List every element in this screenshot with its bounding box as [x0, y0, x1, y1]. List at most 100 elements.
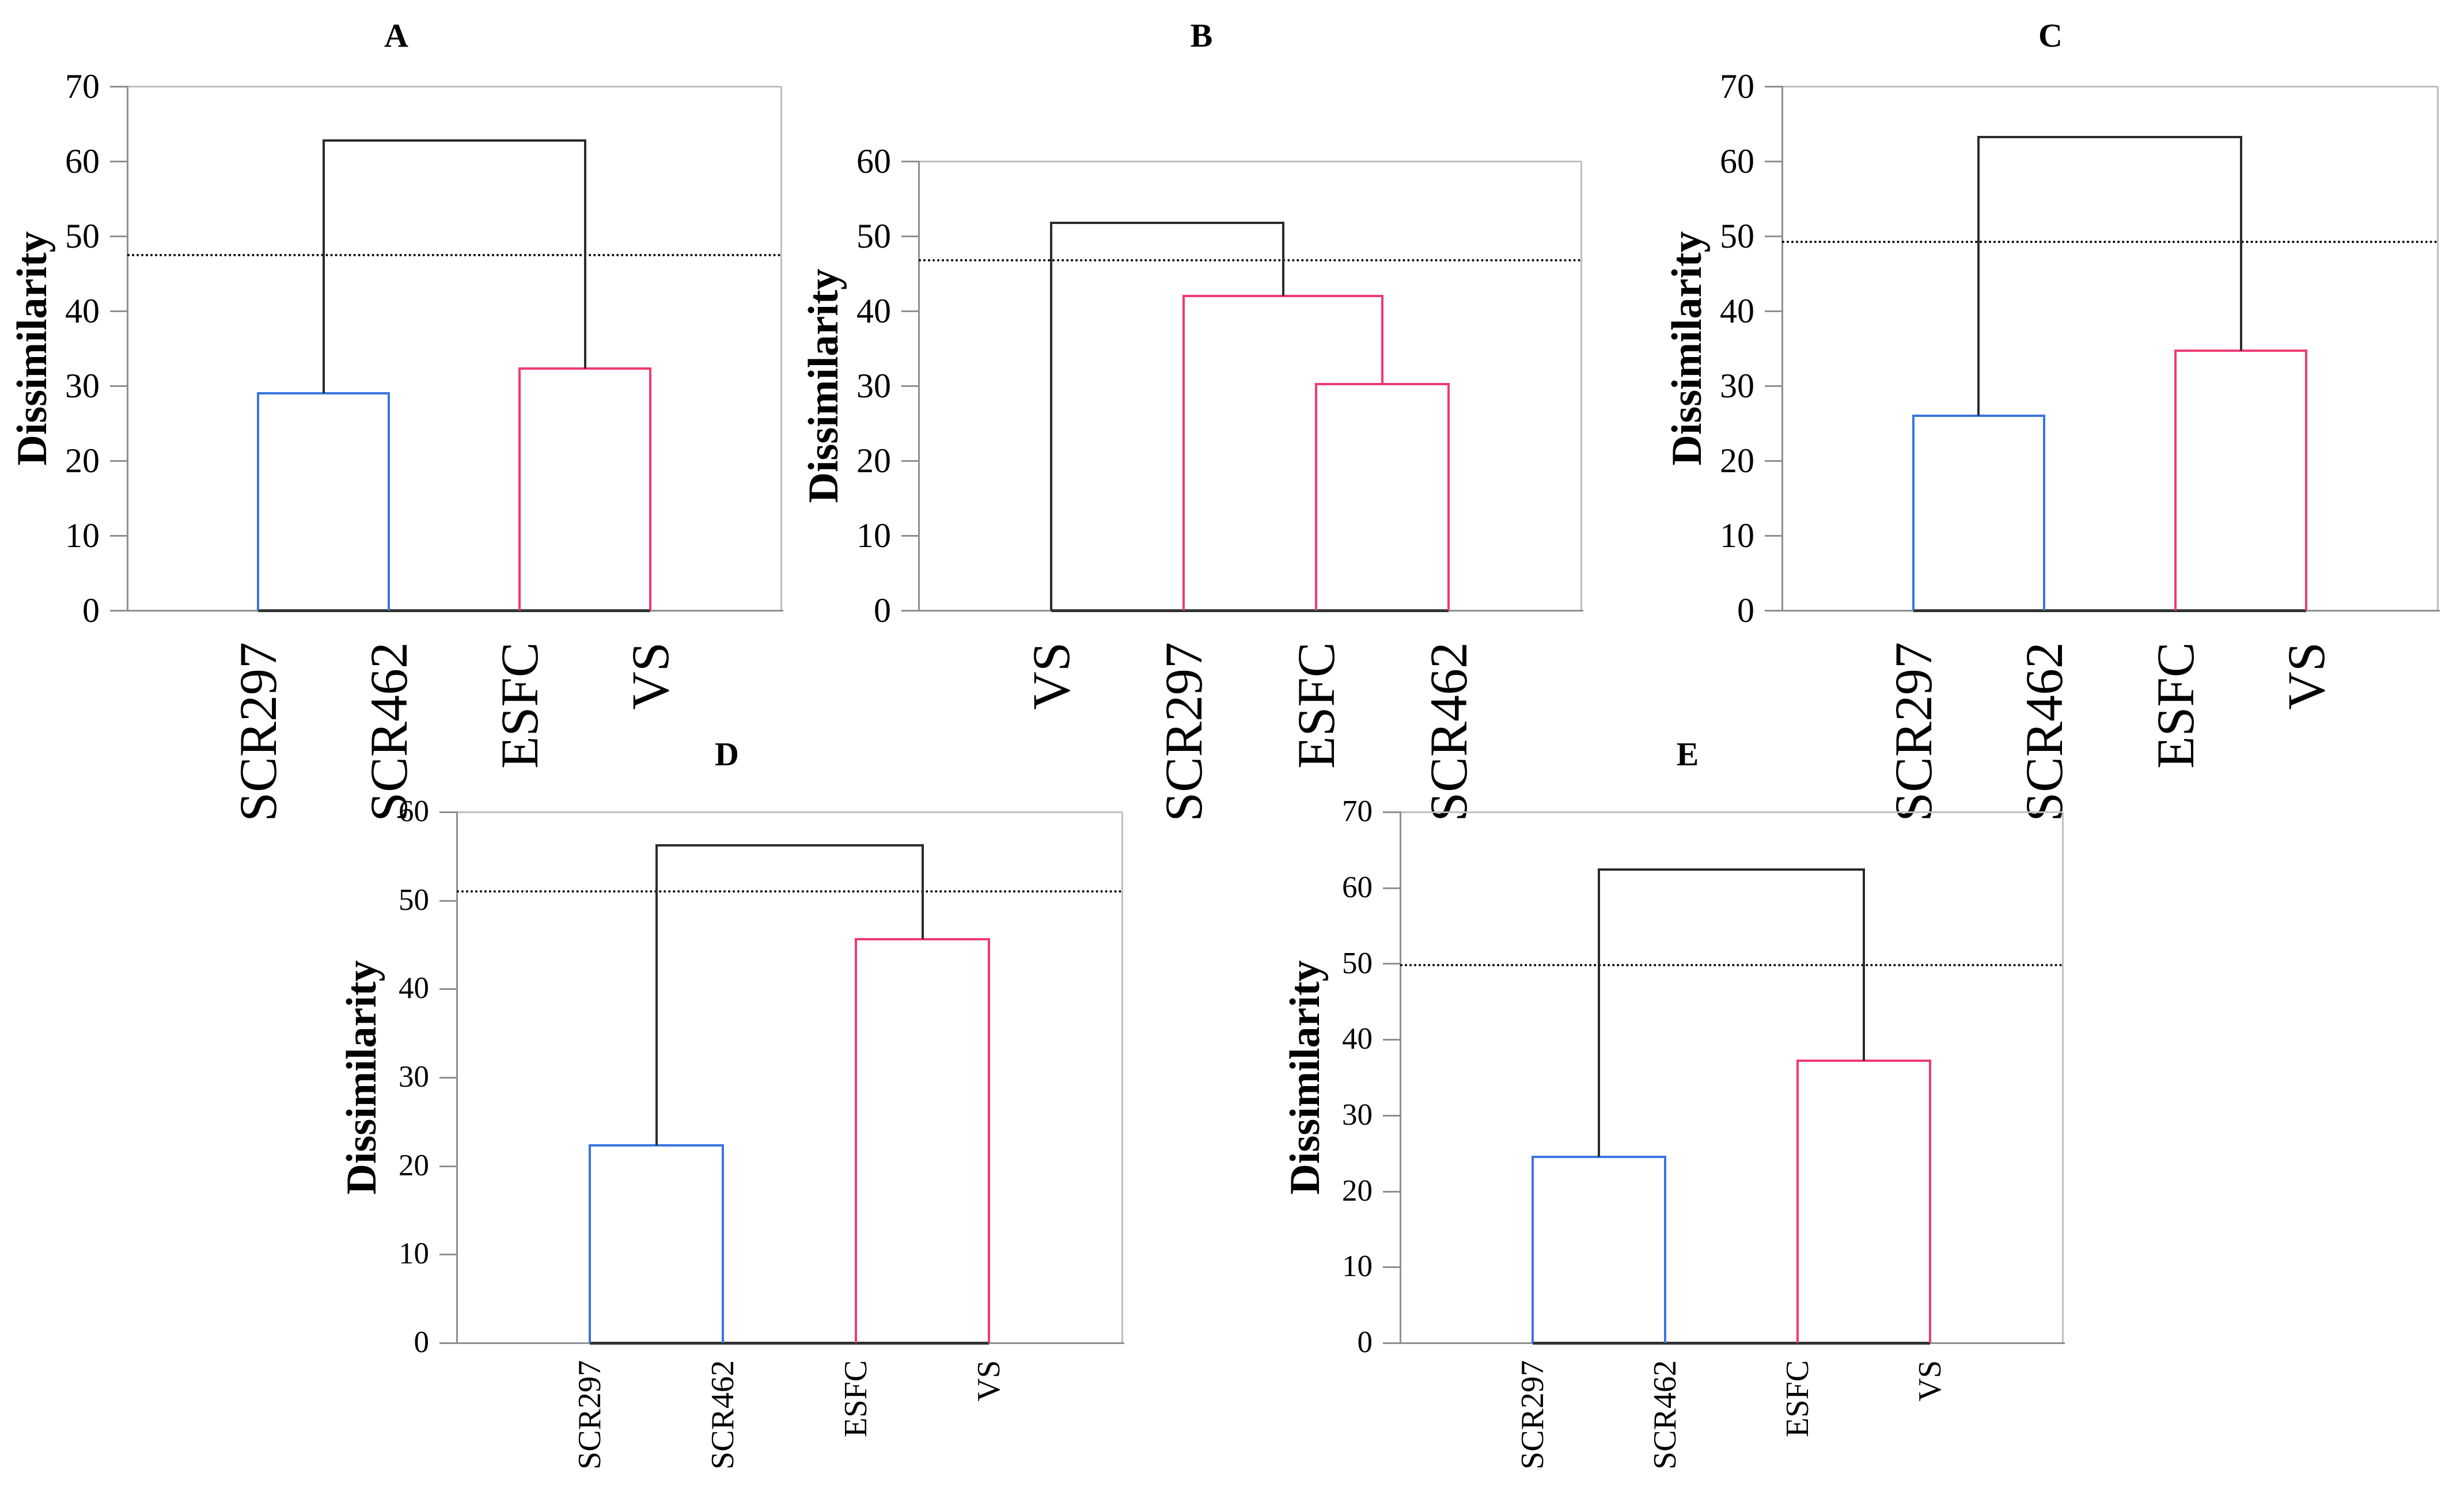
- y-tick-label: 60: [399, 795, 429, 829]
- y-tick-mark: [439, 988, 457, 990]
- y-tick-mark: [1765, 535, 1782, 537]
- y-tick-mark: [439, 899, 457, 902]
- leaf-label: ESFC: [2145, 642, 2205, 769]
- dendrogram-link-vertical: [1182, 296, 1185, 610]
- y-tick-label: 0: [82, 591, 100, 629]
- dendrogram-link-vertical: [583, 140, 586, 369]
- y-tick-label: 0: [874, 591, 891, 629]
- y-tick-label: 70: [1720, 67, 1754, 105]
- dendrogram-link-horizontal: [1532, 1156, 1666, 1159]
- y-tick-mark: [1765, 385, 1782, 387]
- panel-title: A: [384, 17, 408, 54]
- leaf-label: ESFC: [490, 642, 549, 769]
- dendrogram-link-horizontal: [1977, 136, 2242, 139]
- y-tick-mark: [439, 1165, 457, 1167]
- y-tick-mark: [1383, 811, 1400, 813]
- y-tick-mark: [901, 535, 919, 537]
- leaf-label: VS: [1022, 642, 1081, 710]
- dendrogram-baseline: [1913, 609, 2307, 612]
- leaf-label: SCR297: [1883, 642, 1943, 822]
- y-tick-mark: [110, 310, 127, 312]
- dendrogram-link-vertical: [1050, 222, 1052, 610]
- cutoff-line: [1400, 964, 2063, 967]
- dendrogram-link-vertical: [2174, 350, 2177, 610]
- y-tick-mark: [901, 460, 919, 462]
- y-tick-label: 50: [1720, 217, 1754, 255]
- cutoff-line: [457, 890, 1122, 893]
- y-tick-label: 40: [856, 291, 891, 330]
- dendrogram-link-vertical: [655, 845, 658, 1146]
- y-tick-label: 40: [399, 971, 429, 1005]
- y-tick-label: 50: [399, 883, 429, 917]
- plot-border-top: [1400, 811, 2063, 813]
- y-tick-mark: [901, 610, 919, 612]
- dendrogram-link-vertical: [1532, 1157, 1534, 1343]
- plot-border-right: [1121, 812, 1123, 1343]
- y-tick-label: 40: [1720, 291, 1754, 330]
- plot-border-right: [1580, 161, 1582, 610]
- dendrogram-baseline: [590, 1342, 989, 1345]
- plot-border-right: [780, 86, 782, 610]
- dendrogram-link-horizontal: [518, 367, 651, 370]
- panel-title: B: [1190, 17, 1213, 54]
- dendrogram-baseline: [258, 609, 650, 612]
- dendrogram-link-horizontal: [855, 938, 990, 941]
- y-axis-title: Dissimilarity: [800, 268, 847, 503]
- dendrogram-link-horizontal: [1182, 295, 1383, 297]
- y-tick-mark: [439, 811, 457, 813]
- y-tick-label: 20: [1342, 1174, 1373, 1208]
- plot-border-top: [1782, 86, 2438, 88]
- dendrogram-link-horizontal: [1315, 383, 1450, 386]
- dendrogram-baseline: [1533, 1342, 1930, 1345]
- cutoff-line: [919, 259, 1581, 261]
- leaf-label: ESFC: [838, 1360, 874, 1437]
- y-tick-mark: [1765, 86, 1782, 88]
- dendrogram-link-vertical: [1447, 384, 1450, 610]
- y-tick-label: 50: [1342, 946, 1373, 980]
- dendrogram-link-vertical: [1282, 222, 1284, 296]
- leaf-label: VS: [621, 642, 680, 710]
- dendrogram-link-vertical: [988, 939, 990, 1343]
- y-tick-mark: [110, 610, 127, 612]
- y-tick-label: 10: [1720, 516, 1754, 555]
- y-tick-label: 30: [856, 366, 891, 405]
- y-tick-mark: [1765, 460, 1782, 462]
- dendrogram-link-vertical: [722, 1145, 724, 1343]
- leaf-label: SCR297: [1154, 642, 1213, 822]
- leaf-label: SCR462: [2015, 642, 2074, 822]
- y-tick-label: 0: [414, 1326, 430, 1360]
- y-tick-mark: [110, 236, 127, 237]
- y-axis-title: Dissimilarity: [338, 960, 385, 1195]
- y-tick-mark: [439, 1342, 457, 1344]
- y-tick-label: 30: [399, 1060, 429, 1094]
- y-tick-label: 70: [65, 67, 100, 105]
- y-axis-line: [1781, 86, 1783, 611]
- leaf-label: ESFC: [1780, 1360, 1815, 1437]
- y-tick-label: 0: [1737, 591, 1754, 629]
- dendrogram-link-horizontal: [589, 1144, 724, 1147]
- y-tick-mark: [1383, 1039, 1400, 1041]
- y-tick-label: 60: [65, 142, 100, 180]
- dendrogram-link-vertical: [921, 845, 924, 940]
- leaf-label: VS: [971, 1360, 1007, 1402]
- y-tick-label: 20: [399, 1148, 429, 1182]
- y-tick-label: 50: [856, 217, 891, 255]
- y-tick-mark: [901, 310, 919, 312]
- plot-border-top: [919, 161, 1581, 162]
- leaf-label: SCR297: [572, 1360, 608, 1470]
- dendrogram-link-vertical: [589, 1145, 591, 1343]
- dendrogram-link-horizontal: [1912, 415, 2046, 417]
- y-tick-label: 30: [1342, 1098, 1373, 1132]
- y-tick-mark: [110, 86, 127, 88]
- y-tick-label: 10: [399, 1237, 429, 1271]
- y-tick-mark: [439, 1254, 457, 1256]
- y-tick-mark: [439, 1077, 457, 1079]
- y-tick-label: 20: [1720, 441, 1754, 480]
- y-tick-mark: [1383, 1342, 1400, 1344]
- y-axis-line: [127, 86, 128, 611]
- y-tick-mark: [1765, 610, 1782, 612]
- y-tick-label: 70: [1342, 795, 1373, 829]
- y-axis-line: [456, 811, 458, 1343]
- y-axis-title: Dissimilarity: [1663, 231, 1711, 466]
